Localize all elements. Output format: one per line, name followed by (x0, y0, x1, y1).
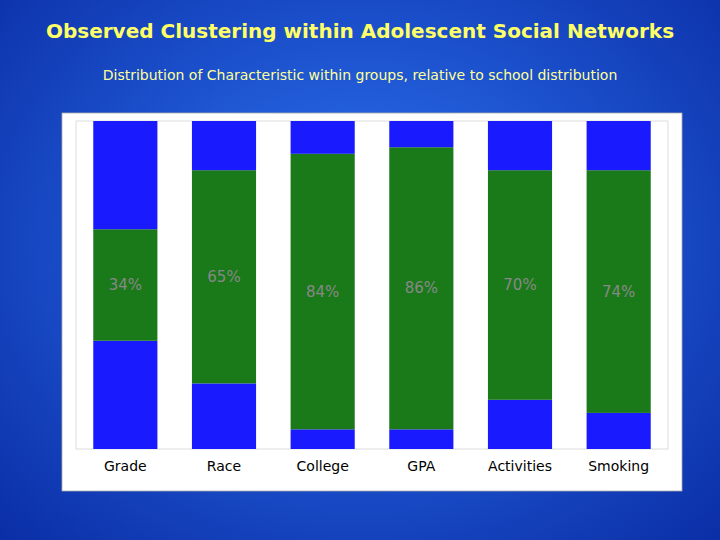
bar-segment (389, 121, 453, 147)
bar-segment (192, 121, 256, 170)
bar-segment (488, 170, 552, 400)
bar-segment (192, 383, 256, 449)
bar-segment (389, 429, 453, 449)
bar-segment (488, 121, 552, 170)
bar-segment (291, 121, 355, 154)
data-label: 65% (207, 268, 240, 286)
data-label: 70% (503, 276, 536, 294)
bar-segment (587, 413, 651, 449)
data-label: 84% (306, 283, 339, 301)
chart-svg: Observed Clustering within Adolescent So… (0, 0, 720, 540)
title: Observed Clustering within Adolescent So… (46, 19, 674, 43)
bar-segment (291, 429, 355, 449)
subtitle: Distribution of Characteristic within gr… (103, 67, 618, 83)
bar-segment (93, 229, 157, 341)
data-label: 74% (602, 283, 635, 301)
x-tick-label: Activities (488, 458, 552, 474)
x-tick-label: Smoking (588, 458, 649, 474)
x-tick-label: Race (207, 458, 241, 474)
plot-frame (76, 121, 668, 449)
bar-segment (389, 147, 453, 429)
data-label: 86% (405, 279, 438, 297)
x-tick-label: College (297, 458, 349, 474)
bar-segment (192, 170, 256, 383)
x-tick-label: Grade (104, 458, 147, 474)
bar-segment (587, 121, 651, 170)
x-tick-label: GPA (407, 458, 435, 474)
chart-container: Observed Clustering within Adolescent So… (0, 0, 720, 540)
bar-segment (488, 400, 552, 449)
bar-segment (587, 170, 651, 413)
bar-segment (93, 341, 157, 449)
bars (93, 121, 650, 449)
chart-panel (62, 113, 682, 491)
bar-segment (291, 154, 355, 430)
data-label: 34% (109, 276, 142, 294)
bar-segment (93, 121, 157, 229)
data-labels: 34% 65% 84% 86% 70% 74% (109, 268, 636, 301)
